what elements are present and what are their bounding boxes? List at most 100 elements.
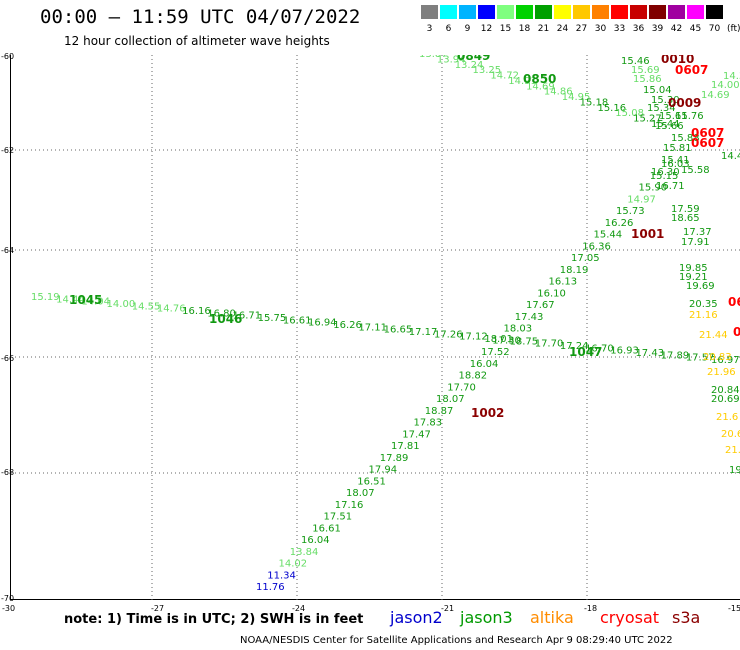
scale-swatch [706, 5, 723, 19]
wave-height-diagonal-track: 15.15 [650, 171, 679, 182]
wave-height-diagonal-track: 15.44 [594, 230, 623, 241]
satellite-legend-jason2: jason2 [390, 608, 443, 627]
scale-label: 33 [613, 24, 626, 34]
satellite-legend-altika: altika [530, 608, 574, 627]
scale-swatch [459, 5, 476, 19]
pass-id-label: 0850 [523, 72, 556, 86]
wave-height-diagonal-track: 14.97 [627, 194, 656, 205]
wave-height-west-track: 15.75 [258, 313, 287, 324]
scale-label: 18 [518, 24, 531, 34]
wave-height-far-east-track: 20.6 [721, 429, 740, 440]
wave-height-east-cluster: 15.34 [647, 103, 676, 114]
wave-height-west-track: 16.61 [283, 315, 312, 326]
scale-label: 42 [670, 24, 683, 34]
wave-height-east-cluster: 15.46 [621, 56, 650, 67]
wave-height-diagonal-track: 17.47 [402, 429, 431, 440]
wave-height-diagonal-track: 11.76 [256, 582, 285, 593]
lon-tick-label: -30 [2, 604, 16, 613]
wave-height-diagonal-track: 17.05 [571, 253, 600, 264]
wave-height-west-track: 14.04 [81, 297, 110, 308]
scale-swatch [687, 5, 704, 19]
wave-height-east-cluster: 15.86 [633, 74, 662, 85]
pass-id-label: 0607 [691, 126, 724, 140]
wave-height-west-track: 14.00 [107, 299, 136, 310]
wave-height-diagonal-track: 16.36 [582, 241, 611, 252]
wave-height-far-east-track: 21.44 [699, 330, 728, 341]
wave-height-diagonal-track: 17.70 [447, 382, 476, 393]
wave-height-west-track: 18.01 [484, 334, 513, 345]
wave-height-west-track: 17.70 [535, 339, 564, 350]
wave-height-west-track: 16.16 [182, 306, 211, 317]
wave-height-east-cluster: 18.65 [671, 213, 700, 224]
wave-height-upper-track: 13.87 [419, 55, 448, 60]
wave-height-diagonal-track: 11.34 [267, 570, 296, 581]
wave-height-diagonal-track: 17.43 [515, 312, 544, 323]
wave-height-west-track: 16.97 [711, 355, 740, 366]
wave-height-east-cluster: 16.30 [651, 167, 680, 178]
wave-height-west-track: 16.65 [384, 325, 413, 336]
scale-swatch [573, 5, 590, 19]
scale-label: 12 [480, 24, 493, 34]
wave-height-east-cluster: 15.88 [671, 133, 700, 144]
wave-height-east-cluster: 15.04 [643, 85, 672, 96]
wave-height-west-track: 15.19 [31, 292, 60, 303]
wave-height-west-track: 17.57 [686, 353, 715, 364]
wave-height-diagonal-track: 17.30 [492, 335, 521, 346]
wave-height-diagonal-track: 16.26 [605, 218, 634, 229]
wave-height-east-cluster: 15.30 [651, 95, 680, 106]
scale-swatch [516, 5, 533, 19]
wave-height-west-track: 14.76 [157, 304, 186, 315]
lon-tick-label: -15 [728, 604, 740, 613]
wave-height-far-east-track: 19.85 [679, 263, 708, 274]
wave-height-diagonal-track: 17.94 [369, 465, 398, 476]
wave-height-far-east-track: 21.96 [707, 367, 736, 378]
wave-height-east-cluster: 15.58 [681, 165, 710, 176]
scale-swatch [649, 5, 666, 19]
pass-id-label: 1002 [471, 406, 504, 420]
wave-height-east-cluster: 17.59 [671, 204, 700, 215]
pass-id-label: 0010 [661, 55, 694, 66]
pass-id-label: 0009 [668, 96, 701, 110]
wave-height-upper-track: 15.27 [633, 114, 662, 125]
wave-height-east-cluster: 15.76 [675, 111, 704, 122]
scale-label: 45 [689, 24, 702, 34]
footer-note: note: 1) Time is in UTC; 2) SWH is in fe… [64, 612, 364, 627]
wave-height-west-track: 16.26 [333, 320, 362, 331]
wave-height-east-cluster: 15.66 [655, 121, 684, 132]
page-subtitle: 12 hour collection of altimeter wave hei… [64, 34, 330, 48]
wave-height-west-track: 16.71 [232, 311, 261, 322]
wave-height-diagonal-track: 15.73 [616, 206, 645, 217]
scale-swatch [497, 5, 514, 19]
wave-height-diagonal-track: 18.07 [346, 488, 375, 499]
wave-height-upper-track: 15.44 [651, 119, 680, 130]
wave-height-diagonal-track: 15.90 [639, 183, 668, 194]
scale-swatch [421, 5, 438, 19]
wave-height-diagonal-track: 17.52 [481, 347, 510, 358]
scale-label: 21 [537, 24, 550, 34]
lon-tick-label: -24 [292, 604, 306, 613]
wave-height-west-track: 17.89 [661, 350, 690, 361]
wave-height-diagonal-track: 16.04 [470, 359, 499, 370]
scale-label: 24 [556, 24, 569, 34]
lat-tick-label: -60 [1, 52, 15, 61]
pass-id-label: 0 [733, 325, 740, 339]
pass-id-label: 1046 [209, 312, 242, 326]
wave-height-far-east-track: 20.84 [711, 385, 740, 396]
wave-height-west-track: 17.24 [560, 341, 589, 352]
scale-label: 9 [464, 24, 471, 34]
wave-height-diagonal-track: 16.04 [301, 535, 330, 546]
wave-height-east-cluster: 17.91 [681, 237, 710, 248]
wave-height-far-east-track: 20.83 [703, 352, 732, 363]
wave-height-east-cluster: 17.37 [683, 227, 712, 238]
wave-height-upper-track: 15.16 [597, 103, 626, 114]
wave-height-diagonal-track: 18.82 [459, 371, 488, 382]
wave-height-diagonal-track: 18.19 [560, 265, 589, 276]
wave-height-upper-track: 14.72 [490, 71, 519, 82]
pass-id-label: 06 [728, 295, 740, 309]
wave-height-east-cluster: 14.69 [701, 90, 730, 101]
scale-label: 36 [632, 24, 645, 34]
scale-label: 70 [708, 24, 721, 34]
wave-height-east-cluster: 15.81 [663, 143, 692, 154]
pass-id-label: 0849 [457, 55, 490, 63]
wave-height-upper-track: 13.25 [473, 65, 502, 76]
